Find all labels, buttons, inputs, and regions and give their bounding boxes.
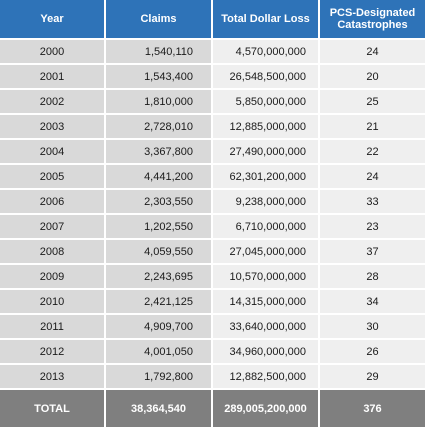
table-row: 2013 1,792,800 12,882,500,000 29 [0, 365, 425, 390]
header-claims: Claims [106, 0, 213, 40]
total-dollar-loss: 289,005,200,000 [213, 390, 320, 427]
cell-year: 2002 [0, 90, 106, 115]
table-row: 2004 3,367,800 27,490,000,000 22 [0, 140, 425, 165]
cell-dollar-loss: 5,850,000,000 [213, 90, 320, 115]
table-row: 2011 4,909,700 33,640,000,000 30 [0, 315, 425, 340]
cell-catastrophes: 33 [320, 190, 425, 215]
cell-year: 2010 [0, 290, 106, 315]
total-claims: 38,364,540 [106, 390, 213, 427]
cell-catastrophes: 29 [320, 365, 425, 390]
cell-year: 2006 [0, 190, 106, 215]
table-row: 2005 4,441,200 62,301,200,000 24 [0, 165, 425, 190]
cell-catastrophes: 24 [320, 165, 425, 190]
cell-claims: 2,303,550 [106, 190, 213, 215]
cell-claims: 2,421,125 [106, 290, 213, 315]
cell-dollar-loss: 9,238,000,000 [213, 190, 320, 215]
table-row: 2012 4,001,050 34,960,000,000 26 [0, 340, 425, 365]
cell-dollar-loss: 27,490,000,000 [213, 140, 320, 165]
cell-claims: 4,001,050 [106, 340, 213, 365]
cell-claims: 1,543,400 [106, 65, 213, 90]
cell-dollar-loss: 14,315,000,000 [213, 290, 320, 315]
cell-year: 2000 [0, 40, 106, 65]
table-row: 2010 2,421,125 14,315,000,000 34 [0, 290, 425, 315]
cell-dollar-loss: 6,710,000,000 [213, 215, 320, 240]
cell-claims: 1,202,550 [106, 215, 213, 240]
cell-claims: 1,540,110 [106, 40, 213, 65]
cell-catastrophes: 23 [320, 215, 425, 240]
cell-catastrophes: 37 [320, 240, 425, 265]
cell-year: 2003 [0, 115, 106, 140]
cell-claims: 1,810,000 [106, 90, 213, 115]
cell-dollar-loss: 33,640,000,000 [213, 315, 320, 340]
cell-catastrophes: 24 [320, 40, 425, 65]
cell-catastrophes: 20 [320, 65, 425, 90]
table-row: 2000 1,540,110 4,570,000,000 24 [0, 40, 425, 65]
cell-claims: 4,441,200 [106, 165, 213, 190]
cell-catastrophes: 25 [320, 90, 425, 115]
header-year: Year [0, 0, 106, 40]
cell-claims: 4,059,550 [106, 240, 213, 265]
cell-year: 2012 [0, 340, 106, 365]
cell-dollar-loss: 27,045,000,000 [213, 240, 320, 265]
cell-year: 2004 [0, 140, 106, 165]
table-row: 2008 4,059,550 27,045,000,000 37 [0, 240, 425, 265]
table-row: 2003 2,728,010 12,885,000,000 21 [0, 115, 425, 140]
table-total-row: TOTAL 38,364,540 289,005,200,000 376 [0, 390, 425, 427]
cell-dollar-loss: 34,960,000,000 [213, 340, 320, 365]
cell-claims: 2,728,010 [106, 115, 213, 140]
table-row: 2002 1,810,000 5,850,000,000 25 [0, 90, 425, 115]
cell-dollar-loss: 12,885,000,000 [213, 115, 320, 140]
cell-year: 2001 [0, 65, 106, 90]
table-row: 2006 2,303,550 9,238,000,000 33 [0, 190, 425, 215]
cell-dollar-loss: 10,570,000,000 [213, 265, 320, 290]
header-total-dollar-loss: Total Dollar Loss [213, 0, 320, 40]
cell-dollar-loss: 12,882,500,000 [213, 365, 320, 390]
cell-catastrophes: 34 [320, 290, 425, 315]
cell-claims: 4,909,700 [106, 315, 213, 340]
table-header-row: Year Claims Total Dollar Loss PCS-Design… [0, 0, 425, 40]
table-row: 2009 2,243,695 10,570,000,000 28 [0, 265, 425, 290]
table-row: 2001 1,543,400 26,548,500,000 20 [0, 65, 425, 90]
total-label: TOTAL [0, 390, 106, 427]
cell-year: 2009 [0, 265, 106, 290]
cell-catastrophes: 26 [320, 340, 425, 365]
cell-claims: 1,792,800 [106, 365, 213, 390]
header-pcs-catastrophes: PCS-Designated Catastrophes [320, 0, 425, 40]
table-row: 2007 1,202,550 6,710,000,000 23 [0, 215, 425, 240]
cell-year: 2007 [0, 215, 106, 240]
cell-catastrophes: 22 [320, 140, 425, 165]
cell-catastrophes: 21 [320, 115, 425, 140]
cell-year: 2013 [0, 365, 106, 390]
cell-dollar-loss: 26,548,500,000 [213, 65, 320, 90]
cell-year: 2005 [0, 165, 106, 190]
cell-year: 2011 [0, 315, 106, 340]
cell-year: 2008 [0, 240, 106, 265]
total-catastrophes: 376 [320, 390, 425, 427]
cell-claims: 2,243,695 [106, 265, 213, 290]
cell-catastrophes: 28 [320, 265, 425, 290]
cell-claims: 3,367,800 [106, 140, 213, 165]
cell-dollar-loss: 62,301,200,000 [213, 165, 320, 190]
cell-catastrophes: 30 [320, 315, 425, 340]
cell-dollar-loss: 4,570,000,000 [213, 40, 320, 65]
